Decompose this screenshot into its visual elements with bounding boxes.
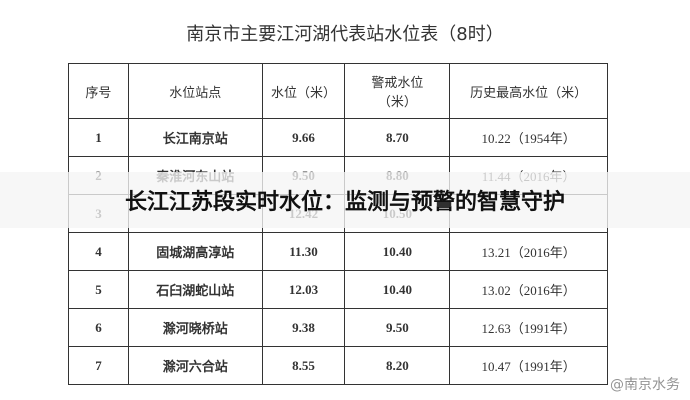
station-text: 固城湖高淳站 xyxy=(156,246,235,261)
no-text: 1 xyxy=(95,129,102,145)
no-text: 4 xyxy=(95,243,102,259)
table-cell: 10.47（1991年） xyxy=(449,346,608,385)
table-row: 7 滁河六合站 8.55 8.20 10.47（1991年） xyxy=(68,346,608,385)
level-text: 9.38 xyxy=(292,319,315,335)
header-cell: 序号 xyxy=(68,63,129,119)
table-cell: 滁河晓桥站 xyxy=(127,308,263,347)
banner: 长江江苏段实时水位：监测与预警的智慧守护 xyxy=(0,172,690,228)
level-text: 11.30 xyxy=(289,243,318,259)
table-cell: 长江南京站 xyxy=(127,118,263,157)
header-cell: 历史最高水位（米） xyxy=(449,63,608,119)
station-text: 长江南京站 xyxy=(162,132,228,147)
history-text: 10.22（1954年） xyxy=(481,131,576,146)
table-cell: 8.70 xyxy=(344,118,451,157)
warning-text: 9.50 xyxy=(385,319,409,335)
table-cell: 13.02（2016年） xyxy=(449,270,608,309)
history-text: 12.63（1991年） xyxy=(481,321,576,336)
table-row: 4 固城湖高淳站 11.30 10.40 13.21（2016年） xyxy=(68,232,608,271)
table-body: 1长江南京站9.668.7010.22（1954年）2秦淮河东山站9.508.8… xyxy=(68,118,608,385)
table-cell: 8.55 xyxy=(261,346,346,385)
header-text: 水位站点 xyxy=(169,85,222,101)
station-text: 滁河晓桥站 xyxy=(162,322,228,337)
station-text: 石臼湖蛇山站 xyxy=(156,284,235,299)
no-text: 6 xyxy=(95,319,102,335)
header-text: 水位（米） xyxy=(270,85,336,101)
history-text: 13.02（2016年） xyxy=(481,283,576,298)
table-cell: 6 xyxy=(68,308,129,347)
warning-text: 8.70 xyxy=(385,129,409,145)
table-cell: 9.50 xyxy=(344,308,451,347)
level-text: 8.55 xyxy=(292,357,315,373)
station-text: 滁河六合站 xyxy=(162,360,228,375)
header-text: 历史最高水位（米） xyxy=(470,85,588,101)
table-cell: 5 xyxy=(68,270,129,309)
table-cell: 10.40 xyxy=(344,232,451,271)
history-text: 10.47（1991年） xyxy=(481,359,576,374)
table-cell: 7 xyxy=(68,346,129,385)
table-row: 5 石臼湖蛇山站 12.03 10.40 13.02（2016年） xyxy=(68,270,608,309)
header-cell: 水位站点 xyxy=(127,63,263,119)
table-cell: 10.22（1954年） xyxy=(449,118,608,157)
header-cell: 水位（米） xyxy=(261,63,346,119)
table-row: 1 长江南京站 9.66 8.70 10.22（1954年） xyxy=(68,118,608,157)
table-cell: 9.38 xyxy=(261,308,346,347)
header-text: （米） xyxy=(377,95,417,110)
warning-text: 8.20 xyxy=(385,357,409,373)
table-cell: 4 xyxy=(68,232,129,271)
table-cell: 滁河六合站 xyxy=(127,346,263,385)
table-row: 6 滁河晓桥站 9.38 9.50 12.63（1991年） xyxy=(68,308,608,347)
level-text: 12.03 xyxy=(288,281,319,297)
table-cell: 11.30 xyxy=(261,232,346,271)
table-title: 南京市主要江河湖代表站水位表（8时） xyxy=(186,24,504,45)
no-text: 7 xyxy=(95,357,102,373)
no-text: 5 xyxy=(95,281,102,297)
header-text: 序号 xyxy=(85,85,112,101)
table-cell: 8.20 xyxy=(344,346,451,385)
header-cell: 警戒水位 （米） xyxy=(344,63,451,119)
history-text: 13.21（2016年） xyxy=(481,245,576,260)
table-cell: 9.66 xyxy=(261,118,346,157)
table-cell: 固城湖高淳站 xyxy=(127,232,263,271)
header-row: 序号 水位站点 水位（米） 警戒水位 （米） 历史最高水位（米） xyxy=(68,63,608,119)
table-cell: 石臼湖蛇山站 xyxy=(127,270,263,309)
table-cell: 12.03 xyxy=(261,270,346,309)
table-cell: 1 xyxy=(68,118,129,157)
table-cell: 13.21（2016年） xyxy=(449,232,608,271)
table-cell: 10.40 xyxy=(344,270,451,309)
watermark: @南京水务 xyxy=(610,377,680,393)
water-level-table: 序号 水位站点 水位（米） 警戒水位 （米） 历史最高水位（米） 1 长江南京站 9.66 8.… xyxy=(68,63,608,385)
warning-text: 10.40 xyxy=(382,281,412,297)
level-text: 9.66 xyxy=(292,129,315,145)
warning-text: 10.40 xyxy=(382,243,412,259)
header-text: 警戒水位 xyxy=(371,76,424,91)
table-cell: 12.63（1991年） xyxy=(449,308,608,347)
